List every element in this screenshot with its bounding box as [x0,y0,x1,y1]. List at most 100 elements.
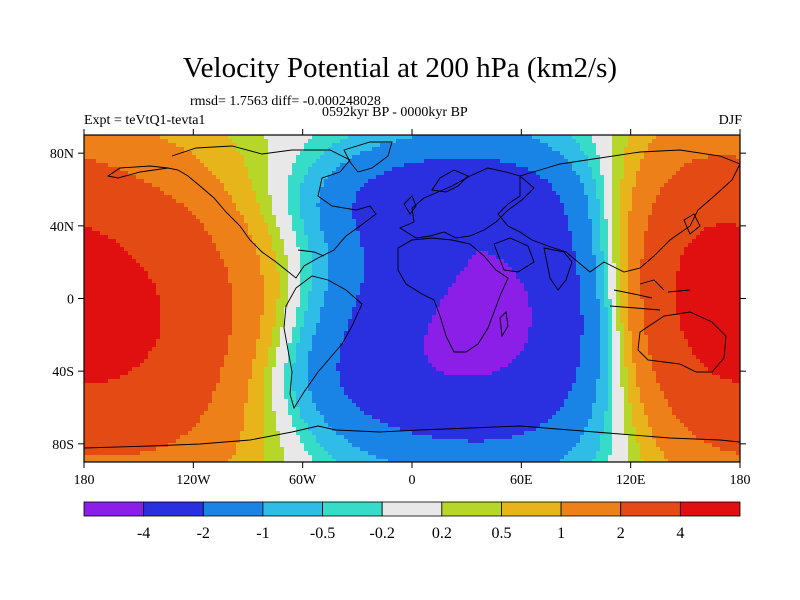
field-cell [236,203,241,208]
field-cell [336,147,341,152]
field-cell [176,235,181,240]
field-cell [360,215,365,220]
field-cell [200,167,205,172]
field-cell [224,231,229,236]
field-cell [144,135,149,140]
field-cell [412,223,417,228]
field-cell [244,247,249,252]
field-cell [684,207,689,212]
field-cell [264,171,269,176]
field-cell [444,163,449,168]
field-cell [376,195,381,200]
field-cell [216,199,221,204]
field-cell [232,227,237,232]
field-cell [448,163,453,168]
field-cell [420,199,425,204]
field-cell [488,155,493,160]
field-cell [564,231,569,236]
field-cell [440,207,445,212]
field-cell [244,167,249,172]
field-cell [732,171,737,176]
field-cell [500,227,505,232]
field-cell [240,239,245,244]
field-cell [276,167,281,172]
field-cell [652,219,657,224]
field-cell [260,191,265,196]
field-cell [700,135,705,140]
field-cell [664,187,669,192]
field-cell [724,203,729,208]
field-cell [692,199,697,204]
field-cell [488,219,493,224]
field-cell [612,207,617,212]
field-cell [652,163,657,168]
field-cell [300,191,305,196]
field-cell [596,151,601,156]
field-cell [596,175,601,180]
field-cell [704,223,709,228]
field-cell [708,251,713,256]
field-cell [672,247,677,252]
field-cell [100,171,105,176]
field-cell [608,167,613,172]
field-cell [288,219,293,224]
field-cell [724,163,729,168]
field-cell [248,171,253,176]
field-cell [244,235,249,240]
field-cell [164,251,169,256]
field-cell [732,235,737,240]
field-cell [292,247,297,252]
field-cell [308,159,313,164]
field-cell [672,187,677,192]
field-cell [420,147,425,152]
field-cell [672,211,677,216]
field-cell [696,219,701,224]
field-cell [664,167,669,172]
field-cell [640,203,645,208]
field-cell [352,199,357,204]
field-cell [580,219,585,224]
field-cell [356,203,361,208]
field-cell [640,231,645,236]
field-cell [312,247,317,252]
field-cell [544,151,549,156]
field-cell [204,191,209,196]
field-cell [400,171,405,176]
field-cell [580,243,585,248]
field-cell [464,135,469,140]
field-cell [576,199,581,204]
field-cell [228,175,233,180]
field-cell [704,219,709,224]
field-cell [324,199,329,204]
field-cell [108,227,113,232]
field-cell [108,175,113,180]
field-cell [156,179,161,184]
field-cell [512,183,517,188]
field-cell [288,159,293,164]
field-cell [316,171,321,176]
field-cell [368,247,373,252]
field-cell [468,167,473,172]
field-cell [508,191,513,196]
field-cell [180,147,185,152]
field-cell [296,187,301,192]
field-cell [128,239,133,244]
field-cell [484,227,489,232]
field-cell [332,147,337,152]
field-cell [684,231,689,236]
field-cell [672,147,677,152]
field-cell [664,207,669,212]
field-cell [688,171,693,176]
field-cell [428,239,433,244]
field-cell [232,223,237,228]
field-cell [632,171,637,176]
field-cell [532,163,537,168]
field-cell [668,151,673,156]
field-cell [516,211,521,216]
field-cell [372,195,377,200]
field-cell [236,255,241,260]
field-cell [676,135,681,140]
field-cell [432,195,437,200]
field-cell [716,251,721,256]
field-cell [732,223,737,228]
